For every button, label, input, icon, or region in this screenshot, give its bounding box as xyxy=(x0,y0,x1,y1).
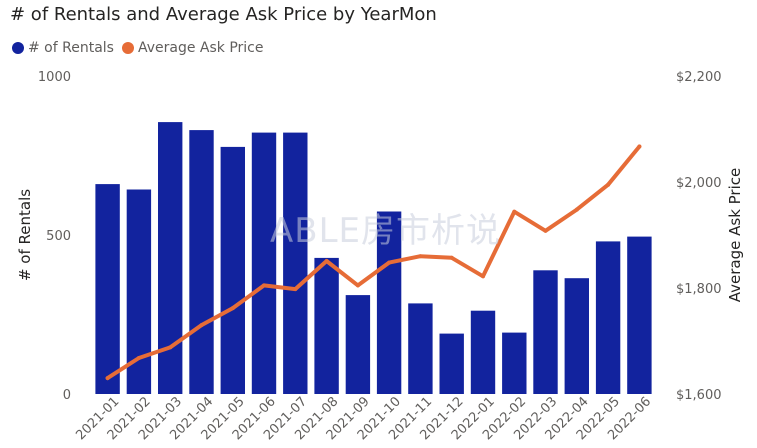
y-left-tick-label: 1000 xyxy=(38,70,71,85)
line-point-2021-08[interactable] xyxy=(324,259,329,263)
bar-2022-06[interactable] xyxy=(627,236,652,394)
y-left-axis-title: # of Rentals xyxy=(16,189,34,281)
legend: # of Rentals Average Ask Price xyxy=(12,40,272,56)
watermark-text: ABLE房市析说 xyxy=(270,211,502,251)
line-point-2021-12[interactable] xyxy=(449,255,454,260)
line-point-2021-07[interactable] xyxy=(293,287,298,292)
y-right-tick-label: $1,600 xyxy=(676,388,722,403)
line-average-ask-price[interactable] xyxy=(105,144,642,381)
bar-2022-02[interactable] xyxy=(502,332,527,394)
bar-2021-06[interactable] xyxy=(251,132,277,394)
line-point-2022-04[interactable] xyxy=(574,207,579,212)
bar-2021-07[interactable] xyxy=(283,132,308,394)
bar-2021-09[interactable] xyxy=(345,295,371,394)
legend-rentals-label: # of Rentals xyxy=(28,40,114,56)
line-point-2021-09[interactable] xyxy=(355,283,360,288)
line-point-2021-11[interactable] xyxy=(418,254,423,259)
y-left-tick-label: 500 xyxy=(46,229,71,244)
line-point-2021-04[interactable] xyxy=(199,323,204,328)
line-point-2021-02[interactable] xyxy=(136,356,141,360)
bar-2022-05[interactable] xyxy=(595,241,621,394)
bar-2021-11[interactable] xyxy=(408,303,433,394)
line-point-2022-03[interactable] xyxy=(543,228,548,233)
bar-2022-04[interactable] xyxy=(564,278,589,394)
legend-item-price[interactable]: Average Ask Price xyxy=(121,40,264,56)
bar-2022-01[interactable] xyxy=(470,310,496,394)
bar-2022-03[interactable] xyxy=(533,270,558,394)
line-point-2021-10[interactable] xyxy=(387,260,392,265)
line-point-2021-03[interactable] xyxy=(168,345,173,350)
bar-2021-03[interactable] xyxy=(158,122,183,394)
chart-title: # of Rentals and Average Ask Price by Ye… xyxy=(10,4,437,25)
bar-2021-01[interactable] xyxy=(95,184,120,394)
legend-item-rentals[interactable]: # of Rentals xyxy=(12,40,114,56)
bar-2021-05[interactable] xyxy=(220,146,245,394)
line-point-2021-01[interactable] xyxy=(105,376,110,381)
line-point-2022-06[interactable] xyxy=(637,144,642,149)
line-point-2022-05[interactable] xyxy=(606,182,611,187)
bar-2021-10[interactable] xyxy=(376,211,402,395)
y-right-tick-label: $1,800 xyxy=(676,282,722,297)
y-left-tick-label: 0 xyxy=(63,388,71,403)
line-point-2022-02[interactable] xyxy=(512,209,517,214)
line-point-2021-06[interactable] xyxy=(262,283,266,288)
line-point-2021-05[interactable] xyxy=(230,306,235,311)
legend-price-marker xyxy=(121,42,134,54)
y-right-tick-label: $2,000 xyxy=(676,176,722,191)
bar-2021-12[interactable] xyxy=(439,333,464,394)
bar-2021-08[interactable] xyxy=(314,257,339,394)
legend-rentals-marker xyxy=(12,42,24,54)
y-right-tick-label: $2,200 xyxy=(676,70,722,85)
bar-2021-04[interactable] xyxy=(189,130,214,394)
legend-price-label: Average Ask Price xyxy=(137,40,264,56)
y-right-axis-title: Average Ask Price xyxy=(726,168,744,303)
line-point-2022-01[interactable] xyxy=(481,274,485,279)
